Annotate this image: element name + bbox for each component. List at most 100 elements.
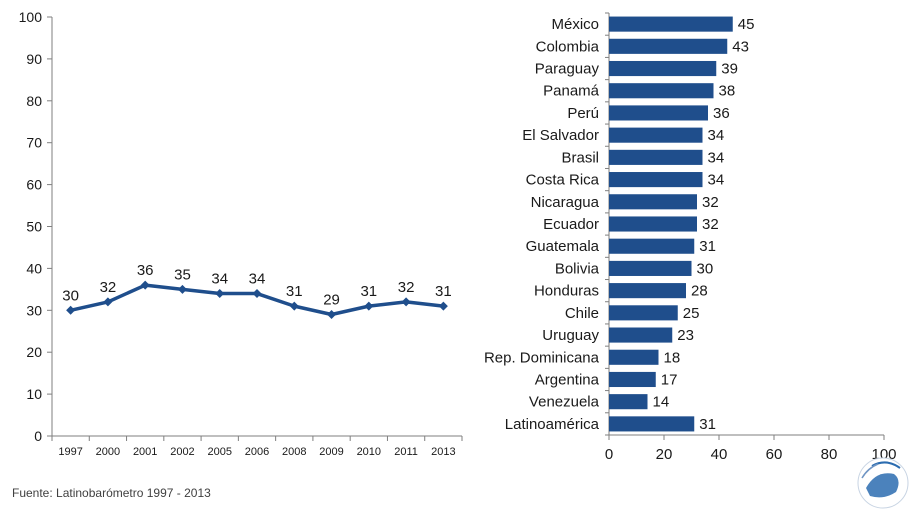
bar-category-label: Argentina [535, 371, 600, 388]
bar-category-label: México [551, 16, 599, 33]
source-note: Fuente: Latinobarómetro 1997 - 2013 [12, 486, 211, 500]
bar-category-label: Paraguay [535, 61, 600, 78]
line-point [327, 309, 337, 319]
bar-category-label: Brasil [561, 149, 599, 166]
bar-data-label: 23 [677, 327, 694, 344]
line-y-tick-label: 80 [26, 93, 42, 109]
bar [609, 60, 717, 77]
bar [609, 16, 733, 32]
bar-data-label: 38 [719, 83, 736, 100]
bar [609, 349, 659, 365]
line-point [177, 284, 187, 294]
bar-data-label: 34 [708, 149, 725, 166]
line-y-tick-label: 60 [26, 177, 42, 193]
line-point [364, 301, 374, 311]
line-x-tick-label: 2006 [245, 446, 269, 458]
bar-data-label: 18 [664, 349, 681, 366]
bar [609, 260, 692, 276]
bar-category-label: Nicaragua [531, 194, 600, 211]
line-x-tick-label: 1997 [58, 446, 82, 458]
line-x-tick-label: 2013 [431, 446, 455, 458]
line-data-label: 30 [62, 287, 79, 304]
bar-data-label: 43 [732, 38, 749, 55]
bar [609, 305, 678, 321]
bar [609, 149, 703, 165]
line-x-tick-label: 2001 [133, 446, 157, 458]
bar-category-label: Latinoamérica [505, 416, 600, 433]
line-point [140, 280, 150, 290]
bar-category-label: Bolivia [555, 260, 600, 277]
bar [609, 83, 714, 99]
bar-category-label: Ecuador [543, 216, 599, 233]
bar-category-label: Venezuela [529, 394, 600, 411]
bar [609, 238, 695, 254]
line-data-label: 31 [435, 283, 452, 300]
bar [609, 283, 686, 299]
line-data-label: 32 [398, 279, 415, 296]
bar-category-label: Rep. Dominicana [484, 349, 600, 366]
line-point [66, 305, 76, 315]
bar [609, 394, 648, 410]
bar-x-tick-label: 20 [656, 446, 673, 463]
bar [609, 172, 703, 188]
bar-data-label: 36 [713, 105, 730, 122]
bar-category-label: Colombia [536, 38, 600, 55]
bar-data-label: 14 [653, 394, 670, 411]
line-point [103, 297, 113, 307]
line-data-label: 36 [137, 262, 154, 279]
line-x-tick-label: 2010 [357, 446, 381, 458]
bar-data-label: 34 [708, 172, 725, 189]
line-x-tick-label: 2011 [394, 446, 418, 458]
line-point [438, 301, 448, 311]
bar-category-label: Chile [565, 305, 599, 322]
bar [609, 371, 656, 388]
bar-category-label: Panamá [543, 83, 600, 100]
bar-data-label: 30 [697, 260, 714, 277]
line-x-tick-label: 2002 [170, 446, 194, 458]
bar-data-label: 31 [699, 238, 716, 255]
line-x-tick-label: 2009 [319, 446, 343, 458]
bar-category-label: Honduras [534, 283, 599, 300]
line-data-label: 35 [174, 266, 191, 283]
line-y-tick-label: 0 [34, 428, 42, 444]
bar-x-tick-label: 60 [766, 446, 783, 463]
bar [609, 194, 697, 210]
line-chart: 0 10 20 30 40 50 60 70 80 90 100 1997 2000 2001 2002 20… [19, 9, 463, 458]
bar-data-label: 39 [721, 61, 738, 78]
line-x-tick-label: 2008 [282, 446, 306, 458]
line-y-tick-label: 30 [26, 302, 42, 318]
line-data-label: 34 [211, 271, 228, 288]
line-y-tick-label: 70 [26, 135, 42, 151]
line-y-tick-label: 50 [26, 219, 42, 235]
bar [609, 216, 697, 232]
bar-data-label: 32 [702, 194, 719, 211]
line-y-tick-label: 100 [19, 9, 43, 25]
line-point [215, 289, 225, 299]
bar-x-tick-label: 80 [821, 446, 838, 463]
bar-data-label: 25 [683, 305, 700, 322]
line-y-tick-label: 20 [26, 344, 42, 360]
bar-category-label: Uruguay [542, 327, 599, 344]
line-data-label: 34 [249, 271, 266, 288]
bar [609, 38, 728, 54]
bar-data-label: 45 [738, 16, 755, 33]
bar [609, 105, 708, 121]
line-x-tick-label: 2005 [207, 446, 231, 458]
bar-data-label: 32 [702, 216, 719, 233]
bar-x-tick-label: 0 [605, 446, 613, 463]
line-x-tick-label: 2000 [96, 446, 120, 458]
line-point [401, 297, 411, 307]
bar [609, 127, 703, 143]
line-data-label: 29 [323, 291, 340, 308]
line-data-label: 31 [286, 283, 303, 300]
bar-data-label: 28 [691, 283, 708, 300]
line-y-tick-label: 40 [26, 260, 42, 276]
line-point [289, 301, 299, 311]
line-y-tick-label: 10 [26, 386, 42, 402]
line-y-tick-label: 90 [26, 51, 42, 67]
bar-category-label: Guatemala [526, 238, 600, 255]
bar-data-label: 17 [661, 371, 678, 388]
bar [609, 327, 673, 343]
